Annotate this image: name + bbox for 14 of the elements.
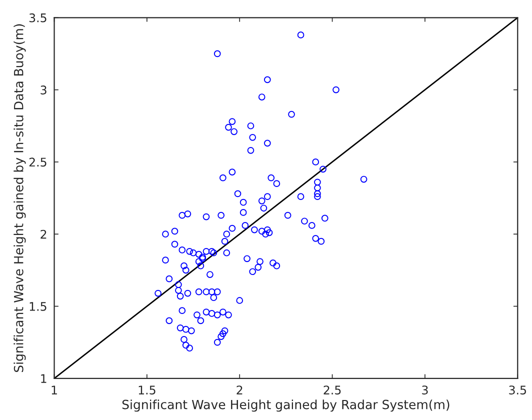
- y-tick-label: 1.5: [30, 302, 46, 311]
- y-tick-label: 2.5: [29, 158, 46, 167]
- y-tick-label: 3: [40, 86, 46, 94]
- x-tick-label: 2: [236, 386, 242, 394]
- y-tick-label: 3.5: [29, 13, 46, 22]
- x-tick-label: 2.5: [324, 386, 341, 395]
- x-axis-title: Significant Wave Height gained by Radar System(m): [122, 400, 450, 412]
- x-tick-label: 1.5: [138, 386, 156, 395]
- y-tick-label: 1: [41, 374, 46, 383]
- y-axis-title: Significant Wave Height gained by In-situ Data Buoy(m): [14, 24, 26, 372]
- x-tick-label: 1: [52, 386, 57, 394]
- x-tick-label: 3: [422, 386, 428, 395]
- y-tick-label: 2: [40, 230, 46, 239]
- x-tick-label: 3.5: [509, 386, 526, 395]
